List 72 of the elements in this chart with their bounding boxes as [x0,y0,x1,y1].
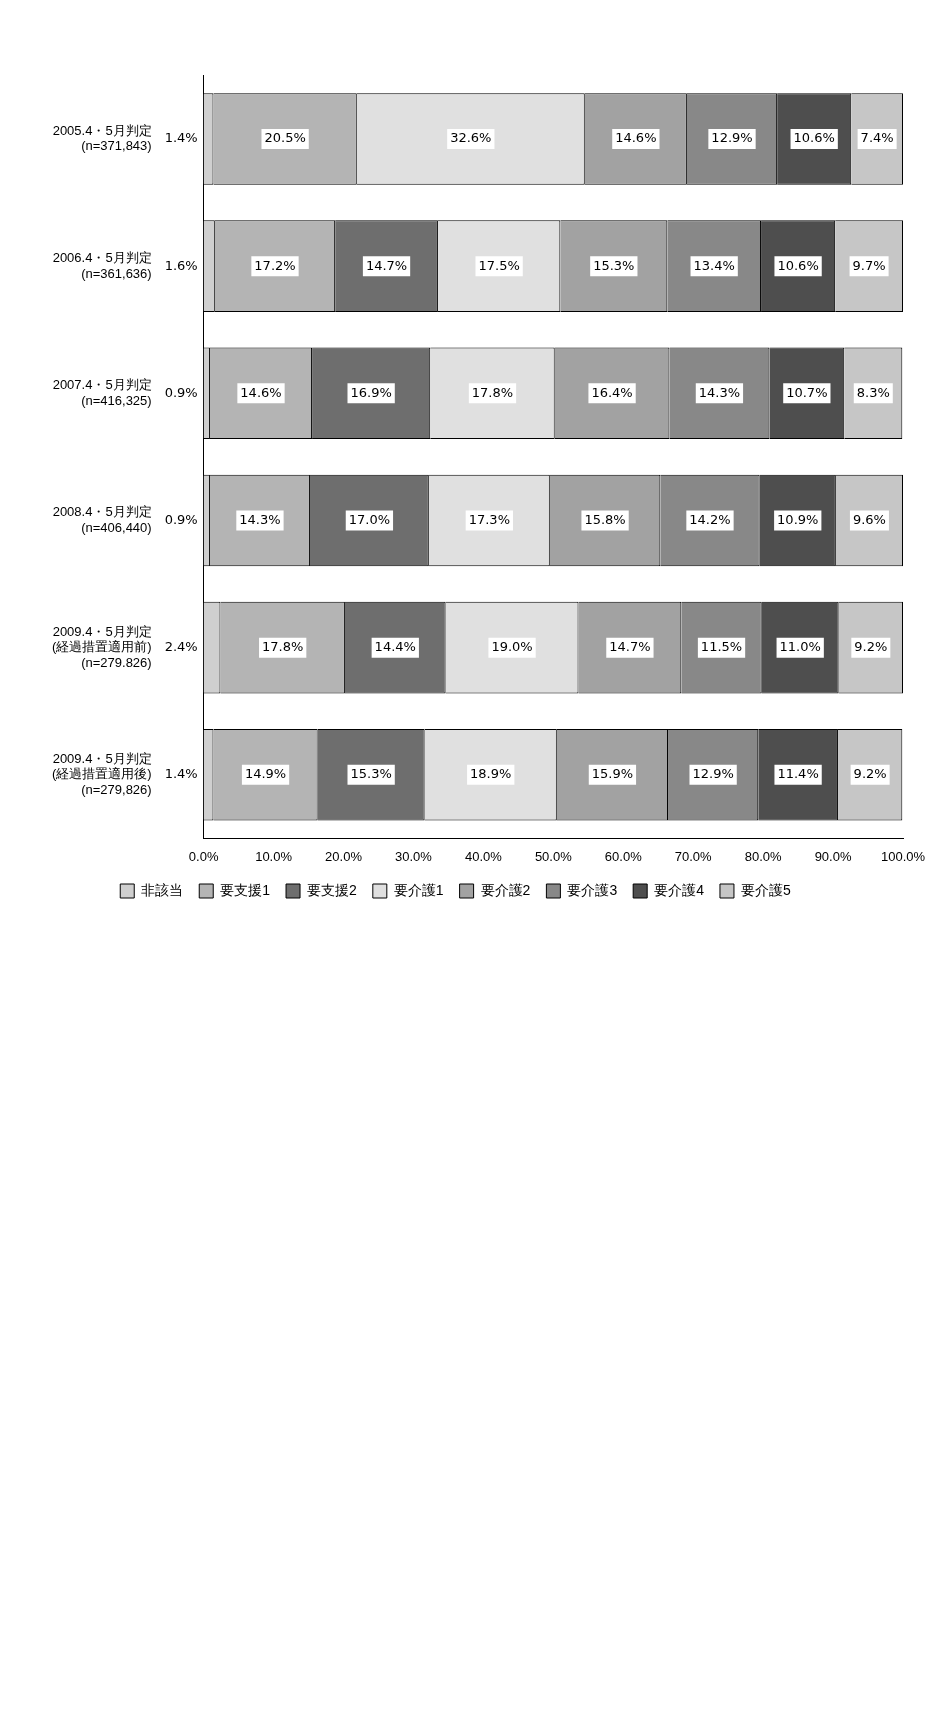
data-label: 9.6% [852,511,886,527]
data-label: 14.4% [374,639,416,655]
x-tick-label: 70.0% [674,848,713,864]
data-label: 0.9% [164,384,198,400]
y-tick-label: 2008.4・5月判定 (n=406,440) [52,504,152,535]
y-tick-label: 2005.4・5月判定 (n=371,843) [52,122,152,154]
data-label: 7.4% [860,130,894,146]
data-label: 11.5% [700,639,743,655]
data-label: 10.7% [786,384,828,400]
data-label: 0.9% [164,511,198,527]
x-tick-label: 60.0% [604,848,643,864]
data-label: 11.4% [777,766,819,782]
x-tick-label: 80.0% [744,848,782,864]
data-label: 11.0% [779,639,821,655]
data-label: 12.9% [711,130,753,146]
y-tick-label: 2009.4・5月判定 (経過措置適用前) (n=279.826) [51,623,152,670]
data-label: 32.6% [450,130,492,146]
data-label: 14.3% [698,384,741,400]
legend-label: 要介護1 [393,881,444,898]
x-tick-label: 90.0% [814,848,852,864]
data-label: 2.4% [164,639,198,655]
data-label: 16.9% [350,384,392,400]
data-label: 15.8% [584,511,626,527]
x-tick-label: 100.0% [880,848,926,864]
data-label: 15.3% [350,766,392,782]
data-label: 17.0% [348,511,391,527]
data-label: 9.7% [852,257,886,273]
data-label: 16.4% [591,384,633,400]
legend-label: 要介護3 [567,881,618,898]
data-label: 1.6% [164,257,198,273]
data-label: 14.6% [240,384,282,400]
x-tick-label: 40.0% [464,848,503,864]
legend-label: 要介護5 [740,881,791,898]
data-label: 17.2% [254,257,296,273]
data-label: 17.5% [478,257,520,273]
x-tick-label: 50.0% [534,848,573,864]
data-label: 15.3% [593,257,635,273]
data-label: 14.6% [615,130,657,146]
data-label: 8.3% [856,384,890,400]
legend-label: 要介護4 [654,881,705,898]
x-tick-label: 30.0% [395,848,433,864]
data-label: 14.3% [239,511,281,527]
legend-label: 要支援1 [220,881,271,898]
data-label: 17.8% [471,384,514,400]
data-label: 17.3% [468,511,510,527]
data-label: 14.7% [609,639,651,655]
x-tick-label: 20.0% [325,848,363,864]
x-tick-label: 10.0% [255,848,293,864]
data-label: 9.2% [853,766,887,782]
data-label: 14.9% [244,766,287,782]
data-label: 1.4% [164,766,198,782]
data-label: 10.9% [777,511,819,527]
data-label: 13.4% [693,257,735,273]
data-label: 10.6% [793,130,835,146]
data-label: 1.4% [164,130,198,146]
data-label: 10.6% [777,257,819,273]
data-label: 19.0% [491,639,533,655]
data-label: 12.9% [692,766,734,782]
data-label: 9.2% [854,639,888,655]
data-label: 14.7% [365,257,408,273]
x-tick-label: 0.0% [188,848,219,864]
data-label: 15.9% [591,766,634,782]
legend-label: 要介護2 [480,881,531,898]
data-label: 20.5% [264,130,306,146]
legend-label: 非該当 [141,881,184,898]
y-tick-label: 2009.4・5月判定 (経過措置適用後) (n=279,826) [51,750,152,797]
y-tick-label: 2007.4・5月判定 (n=416,325) [52,377,152,408]
legend-label: 要支援2 [307,881,358,898]
data-label: 18.9% [470,766,512,782]
data-label: 17.8% [262,639,304,655]
y-tick-label: 2006.4・5月判定 (n=361,636) [52,249,152,281]
data-label: 14.2% [689,511,731,527]
